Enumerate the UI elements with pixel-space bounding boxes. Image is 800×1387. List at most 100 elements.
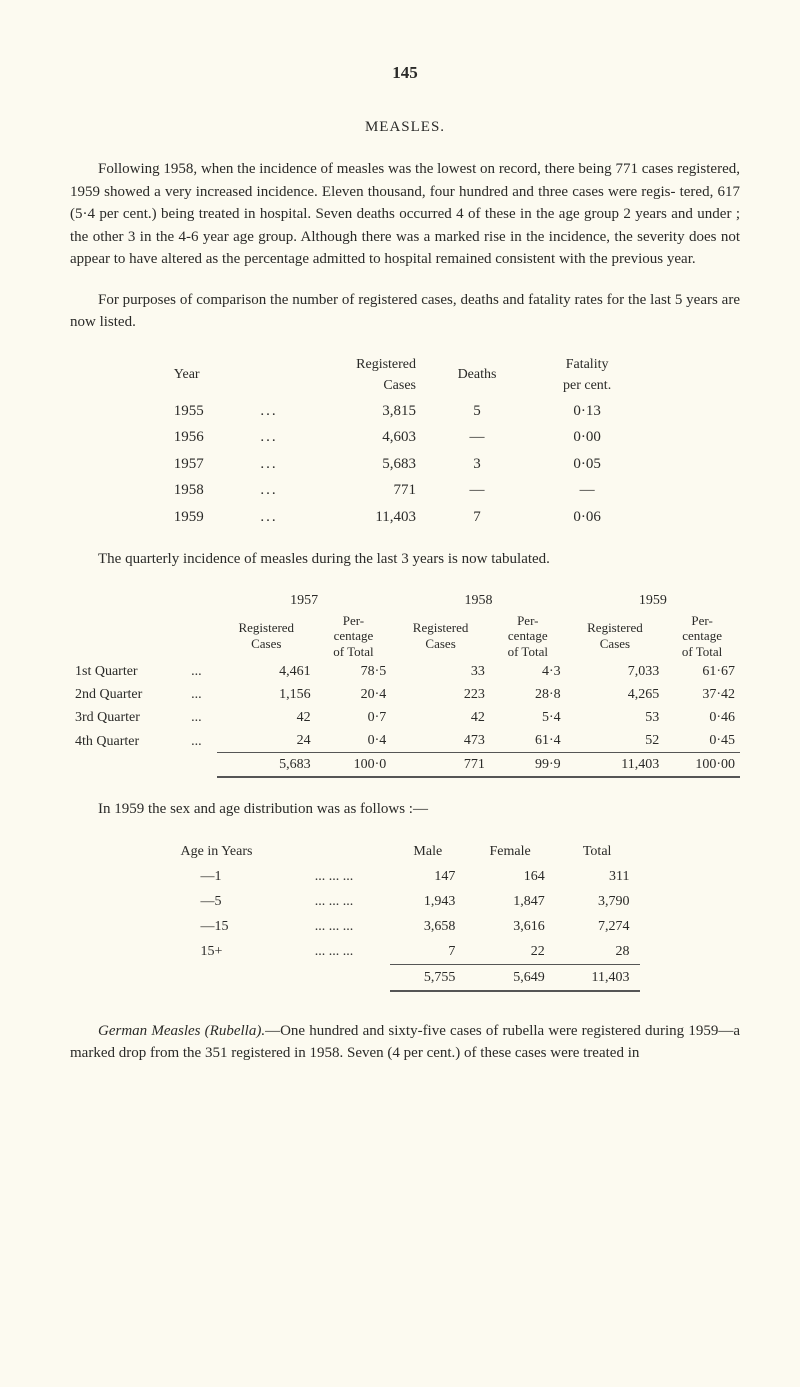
table-row: 1959 ... 11,403 7 0·06 xyxy=(164,504,646,531)
cell: 0·7 xyxy=(316,706,392,729)
page-number: 145 xyxy=(70,60,740,86)
cell-dots: ... ... ... xyxy=(305,864,390,889)
paragraph-3: The quarterly incidence of measles durin… xyxy=(70,548,740,571)
total: 11,403 xyxy=(566,753,665,778)
sub-header-row: RegisteredCases Per-centageof Total Regi… xyxy=(70,612,740,661)
table-row: 1956 ... 4,603 — 0·00 xyxy=(164,424,646,451)
cell-cases: 3,815 xyxy=(288,398,426,425)
sub-pct: Per-centageof Total xyxy=(316,612,392,661)
cell: 33 xyxy=(391,660,490,683)
cell-year: 1959 xyxy=(164,504,251,531)
cell: 37·42 xyxy=(664,683,740,706)
th-total: Total xyxy=(555,839,640,864)
total: 5,755 xyxy=(390,964,465,991)
cell-deaths: — xyxy=(426,424,528,451)
cell-dots: ... ... ... xyxy=(305,939,390,965)
total: 100·0 xyxy=(316,753,392,778)
cell-pct: 0·06 xyxy=(528,504,646,531)
cell-cases: 4,603 xyxy=(288,424,426,451)
th-pct: Fatalityper cent. xyxy=(528,352,646,398)
cell: 4,461 xyxy=(217,660,316,683)
quarter-label: 4th Quarter xyxy=(70,729,186,753)
cell-year: 1957 xyxy=(164,451,251,478)
paragraph-1: Following 1958, when the incidence of me… xyxy=(70,158,740,271)
cell: 61·67 xyxy=(664,660,740,683)
cell-deaths: 5 xyxy=(426,398,528,425)
total: 5,649 xyxy=(465,964,554,991)
th-age: Age in Years xyxy=(171,839,305,864)
cell: 78·5 xyxy=(316,660,392,683)
total: 99·9 xyxy=(490,753,566,778)
cell: 3,658 xyxy=(390,914,465,939)
cell: 164 xyxy=(465,864,554,889)
cell: 223 xyxy=(391,683,490,706)
table-row: 2nd Quarter ... 1,156 20·4 223 28·8 4,26… xyxy=(70,683,740,706)
cell-deaths: — xyxy=(426,477,528,504)
cell-pct: 0·05 xyxy=(528,451,646,478)
cell-year: 1958 xyxy=(164,477,251,504)
cell: 1,943 xyxy=(390,889,465,914)
section-title: MEASLES. xyxy=(70,116,740,139)
total: 11,403 xyxy=(555,964,640,991)
sub-cases: RegisteredCases xyxy=(566,612,665,661)
cell-cases: 5,683 xyxy=(288,451,426,478)
sub-cases: RegisteredCases xyxy=(217,612,316,661)
table-row: —15 ... ... ... 3,658 3,616 7,274 xyxy=(171,914,640,939)
cell: 0·45 xyxy=(664,729,740,753)
cell: 7,033 xyxy=(566,660,665,683)
german-measles-runin: German Measles xyxy=(98,1023,205,1039)
rule-row xyxy=(70,777,740,780)
cell: 42 xyxy=(391,706,490,729)
total: 5,683 xyxy=(217,753,316,778)
table-row: 4th Quarter ... 24 0·4 473 61·4 52 0·45 xyxy=(70,729,740,753)
paragraph-4: In 1959 the sex and age distribution was… xyxy=(70,798,740,821)
cell: 28 xyxy=(555,939,640,965)
cell-pct: — xyxy=(528,477,646,504)
cell-deaths: 7 xyxy=(426,504,528,531)
sub-pct: Per-centageof Total xyxy=(490,612,566,661)
age-label: —15 xyxy=(171,914,305,939)
cell: 20·4 xyxy=(316,683,392,706)
cell-dots: ... ... ... xyxy=(305,889,390,914)
cell: 1,156 xyxy=(217,683,316,706)
year-1959: 1959 xyxy=(566,589,740,612)
fatality-table: Year RegisteredCases Deaths Fatalityper … xyxy=(164,352,646,531)
cell-dots: ... xyxy=(250,424,287,451)
table-row: 3rd Quarter ... 42 0·7 42 5·4 53 0·46 xyxy=(70,706,740,729)
cell-dots: ... xyxy=(186,706,217,729)
cell: 0·4 xyxy=(316,729,392,753)
cell: 28·8 xyxy=(490,683,566,706)
th-male: Male xyxy=(390,839,465,864)
cell-deaths: 3 xyxy=(426,451,528,478)
cell: 4·3 xyxy=(490,660,566,683)
th-female: Female xyxy=(465,839,554,864)
cell: 61·4 xyxy=(490,729,566,753)
age-label: 15+ xyxy=(171,939,305,965)
paragraph-5: German Measles (Rubella).—One hundred an… xyxy=(70,1020,740,1065)
cell-dots: ... ... ... xyxy=(305,914,390,939)
table-header-row: Age in Years Male Female Total xyxy=(171,839,640,864)
quarter-label: 1st Quarter xyxy=(70,660,186,683)
cell-cases: 771 xyxy=(288,477,426,504)
quarter-label: 3rd Quarter xyxy=(70,706,186,729)
table-row: 15+ ... ... ... 7 22 28 xyxy=(171,939,640,965)
table-row: —1 ... ... ... 147 164 311 xyxy=(171,864,640,889)
cell: 3,616 xyxy=(465,914,554,939)
cell: 4,265 xyxy=(566,683,665,706)
year-header-row: 1957 1958 1959 xyxy=(70,589,740,612)
age-label: —5 xyxy=(171,889,305,914)
table-row: 1957 ... 5,683 3 0·05 xyxy=(164,451,646,478)
total: 771 xyxy=(391,753,490,778)
cell: 1,847 xyxy=(465,889,554,914)
year-1958: 1958 xyxy=(391,589,565,612)
sub-pct: Per-centageof Total xyxy=(664,612,740,661)
table-row: 1958 ... 771 — — xyxy=(164,477,646,504)
cell: 0·46 xyxy=(664,706,740,729)
rubella-paren: (Rubella). xyxy=(205,1023,265,1039)
th-deaths: Deaths xyxy=(426,352,528,398)
cell: 311 xyxy=(555,864,640,889)
table-header-row: Year RegisteredCases Deaths Fatalityper … xyxy=(164,352,646,398)
cell: 473 xyxy=(391,729,490,753)
cell: 147 xyxy=(390,864,465,889)
cell: 5·4 xyxy=(490,706,566,729)
